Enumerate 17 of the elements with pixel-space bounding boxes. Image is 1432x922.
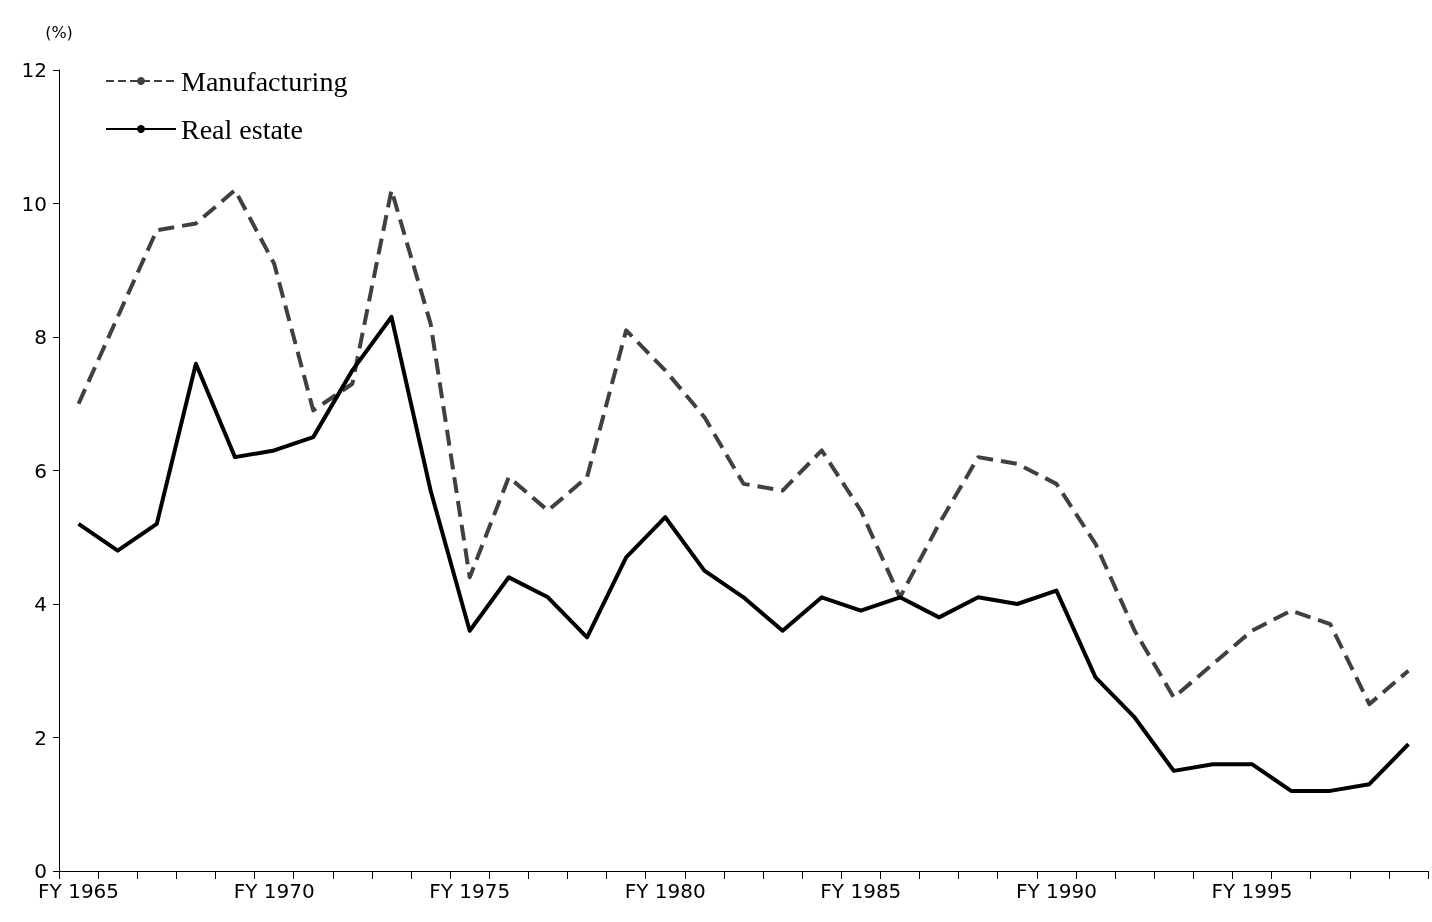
legend-label: Real estate bbox=[181, 113, 304, 145]
x-tick-label: FY 1980 bbox=[624, 879, 706, 903]
x-tick-label: FY 1995 bbox=[1211, 879, 1293, 903]
y-tick-label: 4 bbox=[34, 592, 47, 616]
y-axis-title: (%) bbox=[45, 22, 73, 42]
y-tick-label: 10 bbox=[21, 191, 47, 216]
x-tick-label: FY 1970 bbox=[233, 879, 315, 903]
x-tick-label: FY 1990 bbox=[1015, 879, 1097, 903]
y-tick-label: 12 bbox=[21, 58, 47, 82]
y-tick-label: 8 bbox=[34, 325, 47, 349]
y-tick-label: 6 bbox=[34, 458, 47, 483]
x-tick-label: FY 1975 bbox=[429, 879, 511, 903]
x-tick-label: FY 1985 bbox=[820, 879, 902, 903]
line-series bbox=[76, 188, 1411, 707]
y-tick-label: 2 bbox=[34, 725, 47, 750]
legend-label: Manufacturing bbox=[181, 65, 348, 97]
line-series bbox=[76, 314, 1411, 793]
